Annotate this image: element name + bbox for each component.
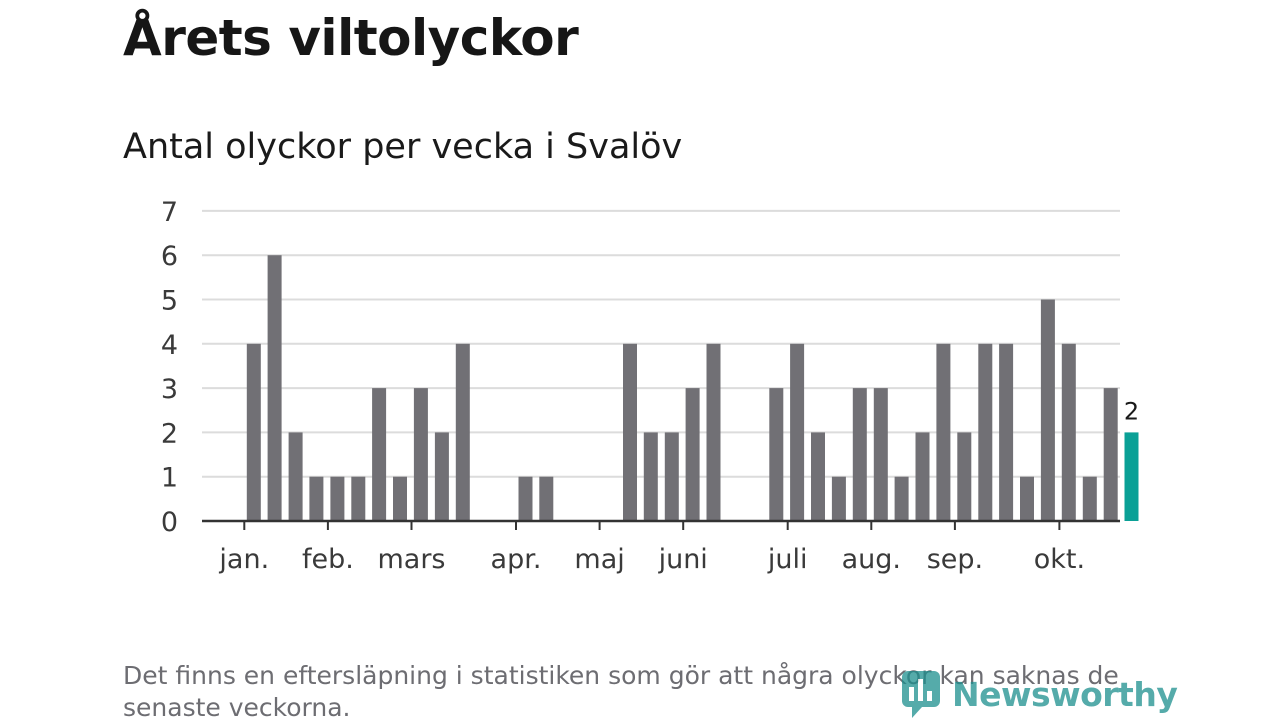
bar: [978, 343, 993, 521]
highlighted-bar: [1124, 432, 1139, 521]
bar: [330, 476, 345, 521]
bar: [455, 343, 470, 521]
bar: [706, 343, 721, 521]
bar: [769, 388, 784, 521]
bar: [623, 343, 637, 521]
bar: [999, 343, 1014, 521]
bar: [1061, 343, 1076, 521]
bar: [393, 476, 407, 521]
bar: [267, 255, 282, 521]
y-tick-label: 4: [161, 330, 178, 361]
bar: [288, 432, 303, 521]
bar: [790, 343, 805, 521]
bar: [831, 476, 846, 521]
bar: [811, 432, 825, 521]
bar: [915, 432, 930, 521]
y-tick-label: 2: [161, 418, 178, 449]
bar: [246, 343, 261, 521]
y-tick-label: 3: [161, 374, 178, 405]
bar: [518, 476, 533, 521]
bar: [643, 432, 658, 521]
bar: [873, 388, 888, 521]
page-title: Årets viltolyckor: [123, 9, 579, 67]
bar: [664, 432, 679, 521]
x-tick-label: juni: [658, 544, 708, 575]
y-tick-label: 6: [161, 241, 178, 272]
x-tick-label: sep.: [927, 544, 983, 575]
bar: [685, 388, 700, 521]
x-tick-label: apr.: [491, 544, 542, 575]
y-tick-label: 1: [161, 463, 178, 494]
bar: [1040, 299, 1055, 521]
bars: [246, 255, 1139, 521]
x-tick-label: jan.: [218, 544, 269, 575]
bar: [372, 388, 387, 521]
x-axis-tick-labels: jan. feb. mars apr. maj juni juli aug. sep. okt.: [218, 521, 1085, 575]
data-labels: 2: [1124, 397, 1139, 425]
bar: [852, 388, 867, 521]
bar: [539, 476, 554, 521]
footnote: Det finns en eftersläpning i statistiken…: [123, 661, 1119, 722]
bar: [434, 432, 449, 521]
y-tick-label: 5: [161, 286, 178, 317]
x-tick-label: feb.: [302, 544, 354, 575]
bar: [936, 343, 951, 521]
y-tick-label: 7: [161, 197, 178, 228]
bar: [1082, 476, 1097, 521]
x-tick-label: aug.: [842, 544, 901, 575]
bar: [894, 476, 909, 521]
y-axis-tick-labels: 0 1 2 3 4 5 6 7: [161, 197, 178, 538]
brand-logo: Newsworthy: [900, 666, 1178, 722]
bar: [1103, 388, 1118, 521]
x-tick-label: maj: [574, 544, 624, 575]
y-tick-label: 0: [161, 507, 178, 538]
x-tick-label: okt.: [1034, 544, 1085, 575]
bar: [957, 432, 972, 521]
newsworthy-logo-icon: [902, 671, 940, 718]
bar: [413, 388, 428, 521]
chart-title: Antal olyckor per vecka i Svalöv: [123, 127, 683, 167]
bar: [1020, 476, 1034, 521]
brand-name: Newsworthy: [952, 674, 1178, 714]
bar: [351, 476, 366, 521]
bar: [309, 476, 324, 521]
x-tick-label: juli: [767, 544, 808, 575]
x-tick-label: mars: [377, 544, 445, 575]
data-label: 2: [1124, 397, 1139, 425]
